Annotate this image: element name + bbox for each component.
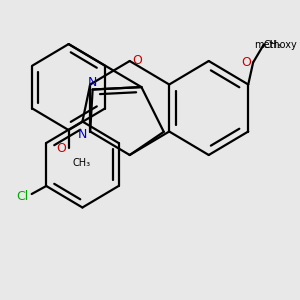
Text: O: O bbox=[133, 55, 142, 68]
Text: methoxy: methoxy bbox=[254, 40, 297, 50]
Text: Cl: Cl bbox=[16, 190, 28, 203]
Text: CH₃: CH₃ bbox=[73, 158, 91, 168]
Text: CH₃: CH₃ bbox=[264, 40, 282, 50]
Text: O: O bbox=[56, 142, 66, 154]
Text: N: N bbox=[88, 76, 97, 89]
Text: N: N bbox=[78, 128, 87, 141]
Text: O: O bbox=[242, 56, 251, 69]
